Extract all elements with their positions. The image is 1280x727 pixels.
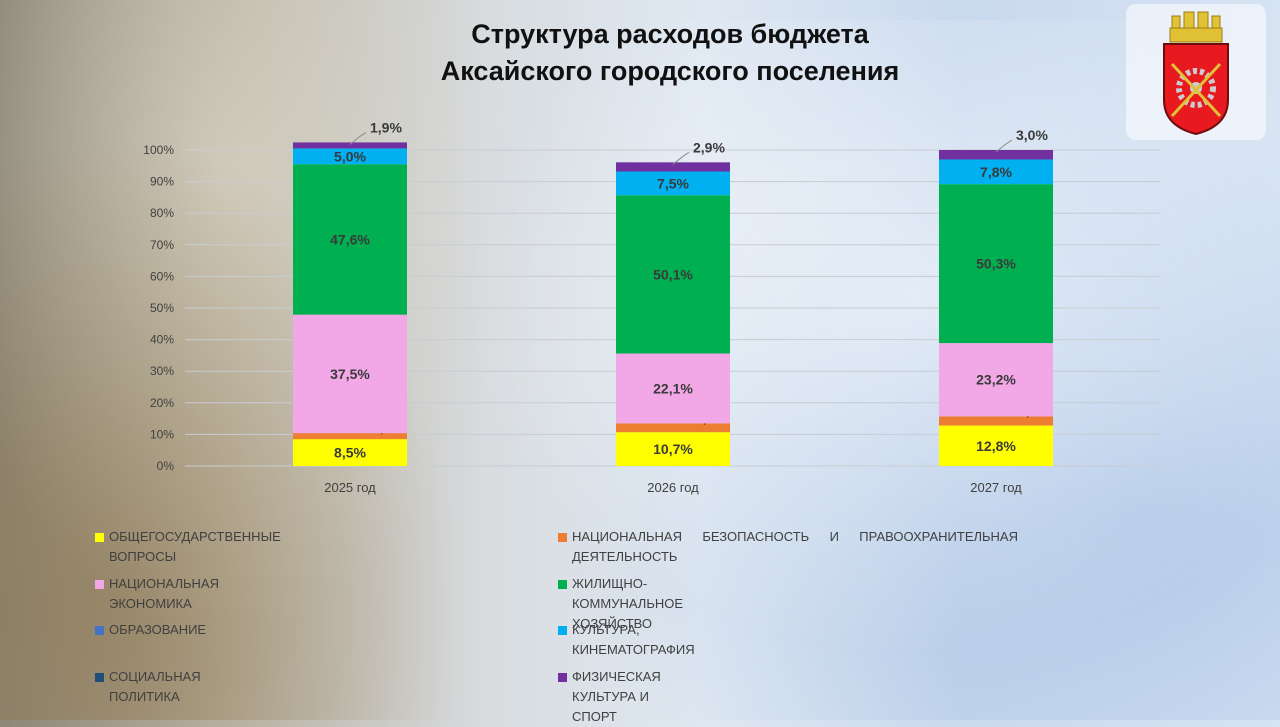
legend-label: ОБЩЕГОСУДАРСТВЕННЫЕ ВОПРОСЫ [109,529,281,564]
data-label: 10,7% [653,441,693,457]
legend-swatch [558,533,567,542]
bar-segment [939,416,1053,426]
bar-segment [939,343,1053,417]
bar-segment [293,148,407,165]
data-label: 12,8% [976,438,1016,454]
data-label: 7,5% [657,175,689,191]
legend-label: КУЛЬТУРА, КИНЕМАТОГРАФИЯ [572,622,695,657]
coat-of-arms-icon [1163,11,1229,136]
title-line-1: Структура расходов бюджета [471,19,869,49]
bar-segment [293,439,407,466]
leader-line [995,139,1013,153]
legend-label: НАЦИОНАЛЬНАЯ ЭКОНОМИКА [109,576,219,611]
data-label: 1,9% [370,119,402,135]
legend-swatch [558,673,567,682]
legend-swatch [95,626,104,635]
data-label: 3,0% [1016,127,1048,143]
y-tick-label: 0% [157,459,175,473]
data-label: 7,8% [980,164,1012,180]
bar-segment [616,432,730,466]
bar-segment [939,184,1053,344]
y-tick-label: 70% [150,238,174,252]
data-label: 50,1% [653,266,693,282]
legend-swatch [95,673,104,682]
crown-icon [1169,11,1223,43]
legend-swatch [95,533,104,542]
legend-swatch [558,626,567,635]
x-tick-label: 2026 год [647,480,699,495]
data-label: 22,1% [653,380,693,396]
bar-segment [616,171,730,196]
bar-segment [939,425,1053,466]
x-tick-label: 2027 год [970,480,1022,495]
title-line-2: Аксайского городского поселения [440,56,900,86]
y-tick-label: 30% [150,364,174,378]
y-tick-label: 80% [150,206,174,220]
page-title: Структура расходов бюджета Аксайского го… [300,16,1040,90]
legend-label: НАЦИОНАЛЬНАЯ БЕЗОПАСНОСТЬ И ПРАВООХРАНИТ… [572,529,1018,564]
leader-line [349,131,367,145]
bar-segment [616,353,730,424]
bar-segment [293,314,407,434]
data-label: 37,5% [330,366,370,382]
data-label: 2,9% [693,139,725,155]
bar-segment [939,150,1053,160]
y-tick-label: 60% [150,269,174,283]
sabre-icon-2 [1170,62,1222,118]
y-tick-label: 50% [150,301,174,315]
legend-label: СОЦИАЛЬНАЯ ПОЛИТИКА [109,669,201,704]
data-label: 50,3% [976,256,1016,272]
bar-segment [939,159,1053,185]
bar-segment [293,433,407,440]
y-tick-label: 100% [143,143,174,157]
leader-line [672,151,690,165]
legend-label: ОБРАЗОВАНИЕ [109,622,207,637]
bar-segment [616,195,730,354]
data-label: 8,5% [334,445,366,461]
bar-segment [616,162,730,172]
emblem [1126,4,1266,140]
gear-icon [1176,68,1216,108]
bar-segment [293,164,407,315]
data-label: 23,2% [976,372,1016,388]
legend-label: ФИЗИЧЕСКАЯ КУЛЬТУРА И СПОРТ [572,669,661,724]
bar-segment [616,423,730,433]
data-label: 5,0% [334,148,366,164]
legend-swatch [95,580,104,589]
y-tick-label: 90% [150,175,174,189]
legend-swatch [558,580,567,589]
bar-segment [293,142,407,149]
y-tick-label: 10% [150,427,174,441]
y-tick-label: 40% [150,333,174,347]
x-tick-label: 2025 год [324,480,376,495]
y-tick-label: 20% [150,396,174,410]
data-label: 47,6% [330,231,370,247]
legend-label: ЖИЛИЩНО-КОММУНАЛЬНОЕ ХОЗЯЙСТВО [572,576,684,631]
